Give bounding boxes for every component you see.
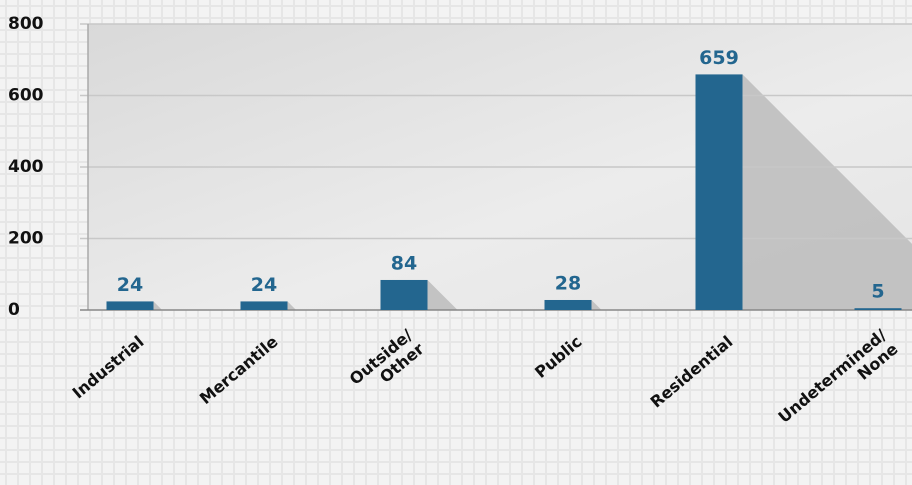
- y-tick-label: 800: [8, 14, 44, 34]
- bar-shadow: [742, 74, 912, 310]
- value-label: 24: [251, 274, 277, 296]
- bar-shadow: [153, 301, 163, 310]
- y-tick-label: 0: [8, 300, 20, 320]
- value-label: 28: [555, 272, 581, 294]
- y-tick-label: 200: [8, 229, 44, 249]
- bar-shadow: [427, 279, 458, 310]
- bar: [106, 301, 154, 310]
- bar: [695, 74, 743, 310]
- bar-shadow: [287, 301, 297, 310]
- value-label: 659: [699, 47, 739, 69]
- bar: [240, 301, 288, 310]
- y-tick-label: 600: [8, 86, 44, 106]
- bar: [380, 279, 428, 310]
- value-label: 5: [871, 281, 884, 303]
- bar: [854, 308, 902, 310]
- value-label: 24: [117, 274, 143, 296]
- y-tick-label: 400: [8, 157, 44, 177]
- value-label: 84: [391, 252, 417, 274]
- bar-shadow: [591, 299, 602, 310]
- bar: [544, 299, 592, 310]
